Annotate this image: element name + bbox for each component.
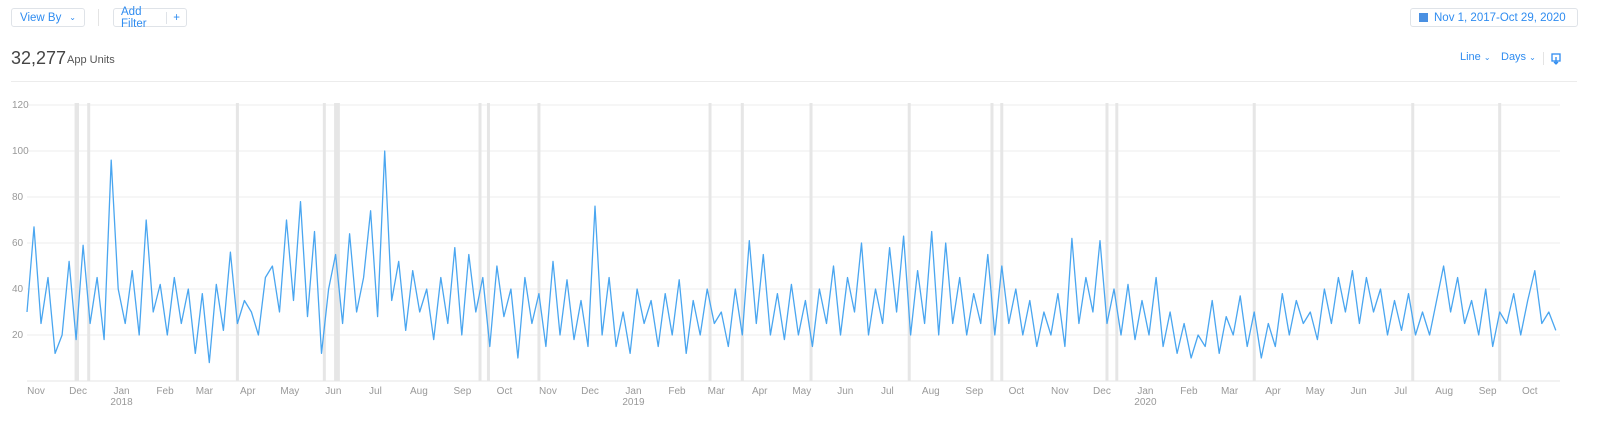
x-tick-label: Apr xyxy=(240,386,256,397)
event-marker xyxy=(990,103,994,381)
x-tick-label: Dec xyxy=(69,386,87,397)
event-marker xyxy=(537,103,541,381)
y-tick-label: 40 xyxy=(12,284,24,295)
event-marker xyxy=(336,103,340,381)
event-marker xyxy=(1000,103,1004,381)
x-tick-label: Nov xyxy=(1051,386,1069,397)
event-marker xyxy=(478,103,482,381)
event-marker xyxy=(334,103,338,381)
controls-divider xyxy=(1543,52,1544,65)
x-tick-label: Jun xyxy=(837,386,853,397)
chart-type-label: Line xyxy=(1460,51,1481,63)
event-marker xyxy=(235,103,239,381)
x-tick-year: 2020 xyxy=(1134,397,1157,408)
x-tick-label: Aug xyxy=(410,386,428,397)
x-tick-label: Aug xyxy=(1435,386,1453,397)
y-tick-label: 60 xyxy=(12,238,24,249)
x-tick-label: Sep xyxy=(1479,386,1497,397)
event-marker xyxy=(486,103,490,381)
x-tick-label: Feb xyxy=(156,386,174,397)
x-tick-label: Jul xyxy=(881,386,894,397)
y-tick-label: 120 xyxy=(12,100,29,111)
event-marker xyxy=(907,103,911,381)
granularity-label: Days xyxy=(1501,51,1527,63)
event-marker xyxy=(75,103,79,381)
y-tick-label: 80 xyxy=(12,192,24,203)
x-tick-label: Feb xyxy=(1180,386,1198,397)
x-tick-label: Jul xyxy=(1394,386,1407,397)
x-tick-label: Sep xyxy=(965,386,983,397)
y-tick-label: 20 xyxy=(12,330,24,341)
chevron-down-icon: ⌄ xyxy=(1529,53,1536,62)
total-value: 32,277 xyxy=(11,48,67,68)
x-tick-label: May xyxy=(1306,386,1325,397)
event-marker xyxy=(1105,103,1109,381)
x-tick-label: May xyxy=(792,386,811,397)
event-marker xyxy=(809,103,813,381)
view-by-dropdown[interactable]: View By ⌄ xyxy=(11,8,85,27)
x-tick-label: Apr xyxy=(1265,386,1281,397)
chart-type-dropdown[interactable]: Line ⌄ xyxy=(1460,51,1491,63)
x-tick-year: 2019 xyxy=(622,397,645,408)
event-marker xyxy=(1115,103,1119,381)
x-tick-label: Jun xyxy=(325,386,341,397)
x-tick-year: 2018 xyxy=(110,397,133,408)
x-tick-label: Mar xyxy=(708,386,726,397)
plus-icon: + xyxy=(166,11,186,24)
granularity-dropdown[interactable]: Days ⌄ xyxy=(1501,51,1536,63)
x-tick-label: Oct xyxy=(1009,386,1025,397)
x-tick-label: Oct xyxy=(1522,386,1538,397)
event-marker xyxy=(322,103,326,381)
x-tick-label: Apr xyxy=(752,386,768,397)
divider xyxy=(11,81,1577,82)
metric-label: App Units xyxy=(67,54,115,66)
view-by-label: View By xyxy=(20,11,62,24)
download-icon[interactable] xyxy=(1551,53,1561,65)
date-range-picker[interactable]: Nov 1, 2017-Oct 29, 2020 xyxy=(1410,8,1578,27)
event-marker xyxy=(1498,103,1502,381)
x-tick-label: Jan xyxy=(113,386,129,397)
x-tick-label: Jun xyxy=(1351,386,1367,397)
add-filter-button[interactable]: Add Filter + xyxy=(113,5,187,30)
event-marker xyxy=(740,103,744,381)
chevron-down-icon: ⌄ xyxy=(1483,53,1491,62)
chevron-down-icon: ⌄ xyxy=(69,13,76,22)
x-tick-label: Oct xyxy=(497,386,513,397)
x-tick-label: Sep xyxy=(453,386,471,397)
date-range-label: Nov 1, 2017-Oct 29, 2020 xyxy=(1434,11,1566,24)
event-marker xyxy=(87,103,91,381)
event-marker xyxy=(1411,103,1415,381)
y-tick-label: 100 xyxy=(12,146,29,157)
x-tick-label: Nov xyxy=(539,386,557,397)
x-tick-label: Jul xyxy=(369,386,382,397)
event-marker xyxy=(708,103,712,381)
series-line-app-units xyxy=(26,150,1557,364)
x-tick-label: Feb xyxy=(668,386,686,397)
x-tick-label: May xyxy=(280,386,299,397)
x-tick-label: Mar xyxy=(1221,386,1239,397)
x-tick-label: Jan xyxy=(1137,386,1153,397)
x-tick-label: Aug xyxy=(922,386,940,397)
add-filter-label: Add Filter xyxy=(121,5,147,30)
calendar-icon xyxy=(1419,13,1428,22)
x-tick-label: Nov xyxy=(27,386,45,397)
x-tick-label: Dec xyxy=(581,386,599,397)
x-tick-label: Jan xyxy=(625,386,641,397)
x-tick-label: Mar xyxy=(196,386,214,397)
event-marker xyxy=(1252,103,1256,381)
x-tick-label: Dec xyxy=(1093,386,1111,397)
toolbar-divider xyxy=(98,9,99,26)
